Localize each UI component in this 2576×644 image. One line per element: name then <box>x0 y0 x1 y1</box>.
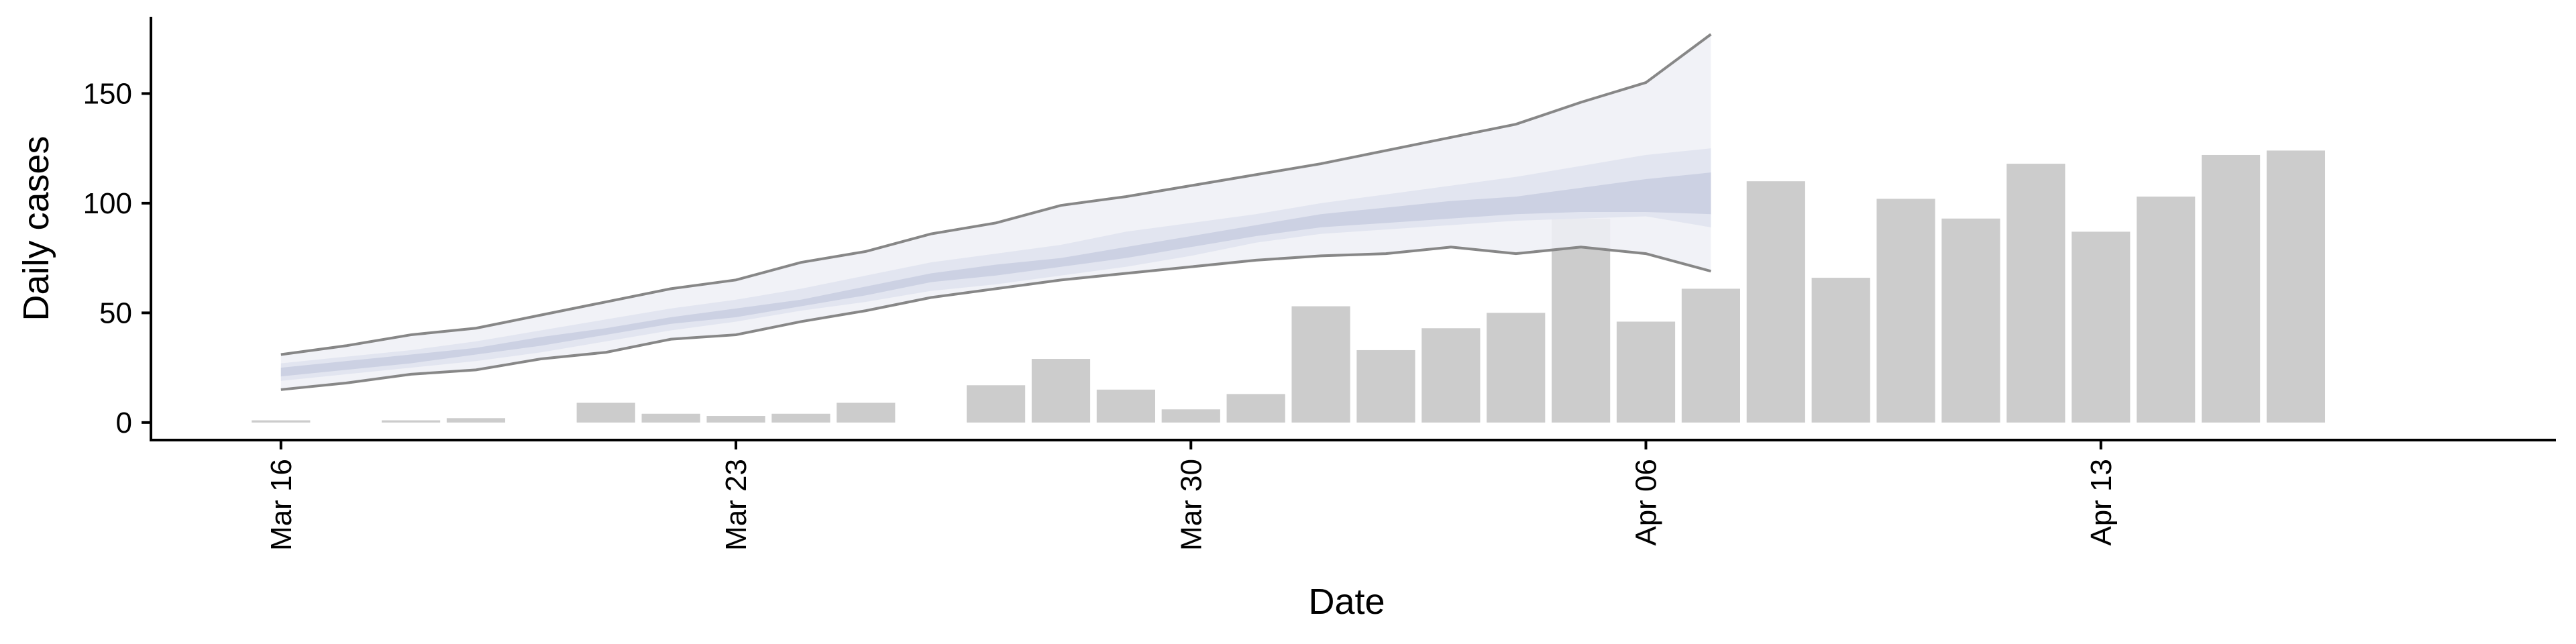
bar-2020-04-08 <box>1746 181 1805 423</box>
forecast-upper-line <box>280 33 1712 356</box>
forecast-lower-line <box>280 246 1711 391</box>
bar-2020-04-12 <box>2006 164 2065 423</box>
bars-layer <box>252 150 2326 423</box>
x-tick-label-2020-03-23: Mar 23 <box>720 459 753 551</box>
bar-2020-03-21 <box>576 402 635 423</box>
forecast-bands-layer <box>280 17 1713 427</box>
forecast-band-outer <box>280 34 1711 390</box>
bar-2020-04-03 <box>1421 328 1481 423</box>
y-tick-label-100: 100 <box>83 187 132 220</box>
bar-2020-03-28 <box>1031 359 1091 423</box>
bar-2020-04-14 <box>2137 197 2196 423</box>
bar-2020-04-09 <box>1811 278 1870 423</box>
bar-2020-04-04 <box>1487 313 1546 423</box>
bar-2020-04-15 <box>2201 154 2261 423</box>
bar-2020-03-30 <box>1161 409 1220 423</box>
y-axis-title: Daily cases <box>16 136 56 321</box>
bar-2020-04-05 <box>1552 218 1611 423</box>
x-ticks: Mar 16 Mar 23 Mar 30 Apr 06 Apr 13 <box>265 440 2118 551</box>
bar-2020-03-25 <box>837 402 896 423</box>
x-tick-label-2020-03-30: Mar 30 <box>1175 459 1208 551</box>
bar-2020-04-02 <box>1356 350 1415 423</box>
forecast-band-middle <box>280 172 1711 377</box>
bar-2020-04-01 <box>1291 306 1350 423</box>
forecast-fade-overlay <box>1646 17 1713 427</box>
y-tick-label-0: 0 <box>116 407 132 439</box>
bar-2020-04-10 <box>1876 199 1935 423</box>
bar-2020-03-18 <box>381 420 441 423</box>
axes-layer <box>150 17 2556 441</box>
x-tick-label-2020-04-13: Apr 13 <box>2085 459 2118 546</box>
y-ticks: 0 50 100 150 <box>83 77 151 439</box>
bar-2020-04-11 <box>1941 218 2000 423</box>
y-tick-label-150: 150 <box>83 77 132 110</box>
x-axis-title: Date <box>1308 582 1385 622</box>
x-tick-label-2020-04-06: Apr 06 <box>1630 459 1663 546</box>
bar-2020-04-13 <box>2072 231 2131 423</box>
bar-2020-03-24 <box>771 413 830 423</box>
bar-2020-04-16 <box>2266 150 2326 423</box>
bar-2020-03-29 <box>1096 389 1155 423</box>
bar-2020-03-16 <box>252 420 311 423</box>
y-tick-label-50: 50 <box>99 297 132 329</box>
bar-2020-03-31 <box>1226 394 1285 423</box>
bar-2020-03-22 <box>641 413 700 423</box>
bar-2020-03-23 <box>706 416 765 423</box>
x-tick-label-2020-03-16: Mar 16 <box>265 459 298 551</box>
bar-2020-03-27 <box>966 385 1026 423</box>
bar-2020-03-19 <box>446 418 506 423</box>
